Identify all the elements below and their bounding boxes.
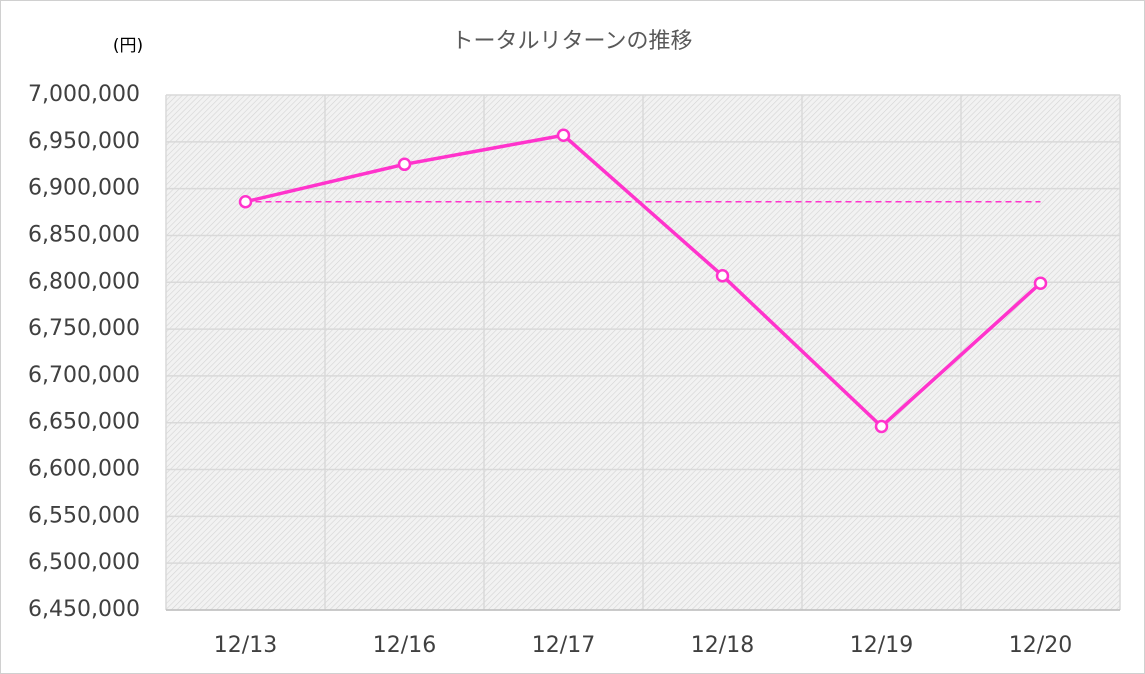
data-point [874,419,889,434]
data-point [556,128,571,143]
x-tick-label: 12/13 [214,633,277,658]
y-tick-label: 6,450,000 [28,597,140,622]
y-tick-label: 6,500,000 [28,550,140,575]
y-tick-label: 6,600,000 [28,457,140,482]
chart-title: トータルリターンの推移 [452,29,693,54]
y-tick-label: 6,850,000 [28,222,140,247]
x-tick-label: 12/19 [850,633,913,658]
y-axis-label: (円) [113,36,143,56]
data-point [1033,276,1048,290]
x-tick-label: 12/16 [373,633,436,658]
y-tick-label: 6,950,000 [28,129,140,154]
data-point [715,268,730,283]
x-tick-label: 12/17 [532,633,595,658]
data-point [397,157,412,172]
x-tick-label: 12/20 [1009,633,1072,658]
y-tick-label: 6,800,000 [28,269,140,294]
y-tick-label: 6,550,000 [28,503,140,528]
y-tick-label: 6,750,000 [28,316,140,341]
y-tick-label: 6,700,000 [28,363,140,388]
x-tick-label: 12/18 [691,633,754,658]
y-tick-label: 6,650,000 [28,410,140,435]
data-point [238,194,253,209]
y-tick-label: 7,000,000 [28,82,140,107]
series-line [245,133,1042,429]
y-tick-label: 6,900,000 [28,176,140,201]
